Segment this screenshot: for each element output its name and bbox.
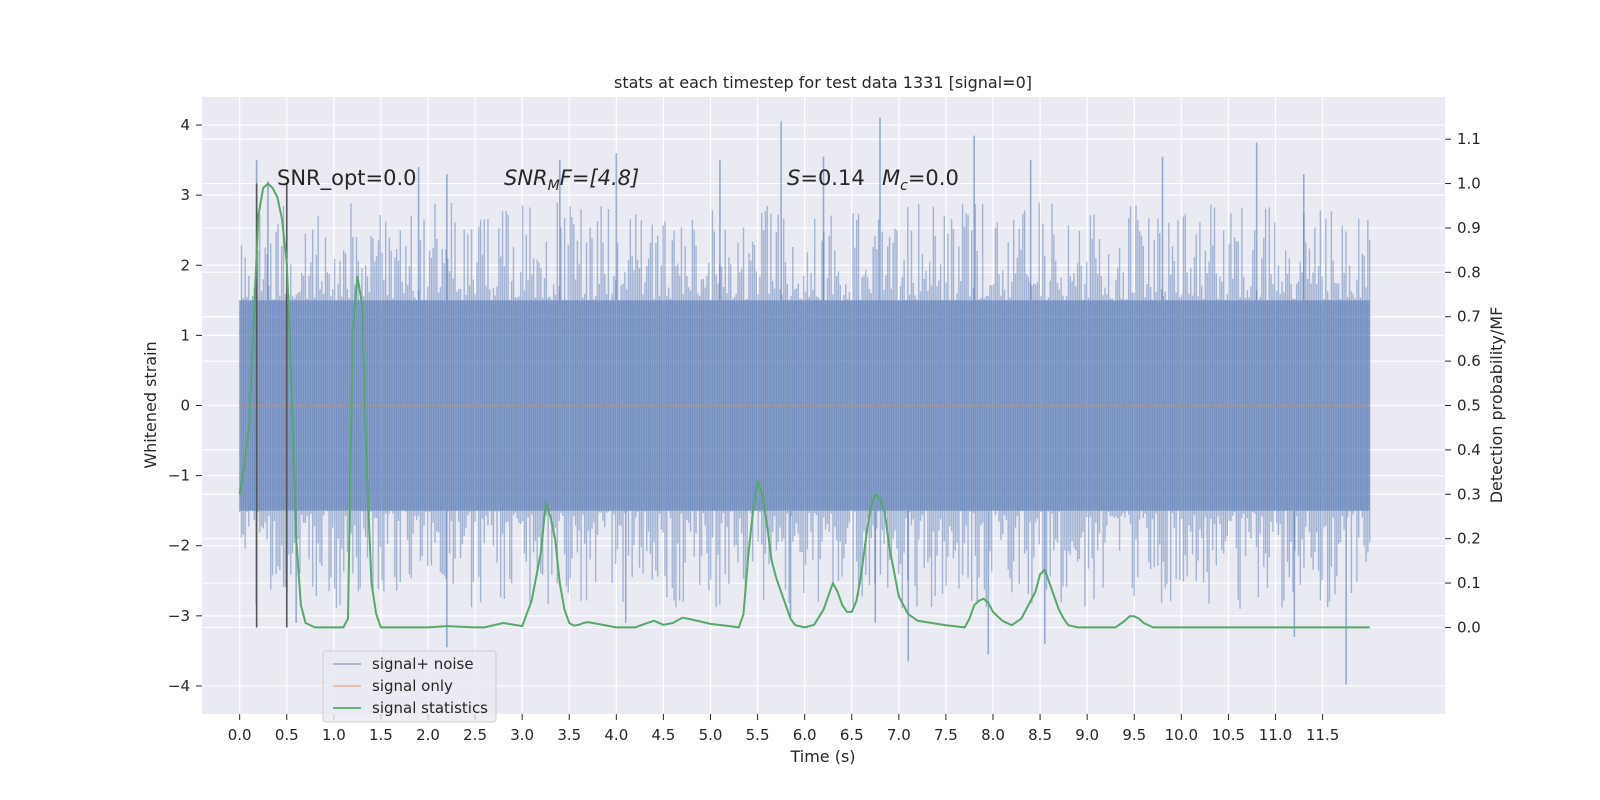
- legend-label-signal-noise: signal+ noise: [372, 655, 474, 673]
- y-tick-label-right: 0.6: [1457, 352, 1481, 370]
- annotation-s: S=0.14: [787, 166, 865, 190]
- y-tick-label-right: 0.3: [1457, 485, 1481, 503]
- x-tick-label: 3.0: [510, 726, 534, 744]
- annotation-mc-base: M: [882, 166, 900, 190]
- annotation-snr-mf-sub: M: [548, 178, 560, 194]
- x-tick-label: 7.0: [887, 726, 911, 744]
- x-tick-label: 1.5: [369, 726, 393, 744]
- y-axis-label-left: Whitened strain: [141, 341, 160, 468]
- annotation-s-label: S: [787, 166, 800, 190]
- y-tick-label-right: 0.0: [1457, 618, 1481, 636]
- x-tick-label: 10.0: [1165, 726, 1198, 744]
- y-tick-label-left: −2: [168, 537, 190, 555]
- x-tick-label: 4.5: [651, 726, 675, 744]
- annotation-mc-sub: c: [900, 178, 908, 194]
- x-tick-label: 8.0: [981, 726, 1005, 744]
- y-tick-label-right: 0.4: [1457, 441, 1481, 459]
- y-axis-label-right: Detection probability/MF: [1487, 307, 1506, 504]
- x-tick-label: 2.0: [416, 726, 440, 744]
- x-tick-label: 9.0: [1075, 726, 1099, 744]
- y-tick-label-left: −4: [168, 677, 190, 695]
- y-tick-label-right: 0.9: [1457, 219, 1481, 237]
- x-axis-label: Time (s): [789, 747, 855, 766]
- axis-ticks: 0.0 0.5 1.0 1.5 2.0 2.5 3.0 3.5 4.0 4.5 5.0 5.5 6.0 6…: [168, 116, 1481, 744]
- x-tick-label: 9.5: [1122, 726, 1146, 744]
- y-tick-label-left: 0: [180, 397, 190, 415]
- annotation-snr-opt: SNR_opt=0.0: [277, 166, 417, 191]
- annotation-snr-mf: SNRMF=[4.8]: [504, 166, 639, 194]
- y-tick-label-left: 3: [180, 186, 190, 204]
- y-tick-label-right: 0.1: [1457, 574, 1481, 592]
- y-tick-label-right: 0.8: [1457, 263, 1481, 281]
- x-tick-label: 8.5: [1028, 726, 1052, 744]
- legend: signal+ noise signal only signal statist…: [322, 650, 497, 723]
- annotation-snr-mf-base: SNR: [504, 166, 548, 190]
- y-tick-label-right: 0.7: [1457, 308, 1481, 326]
- annotation-s-value: =0.14: [800, 166, 864, 190]
- annotation-snr-mf-rest: F=[4.8]: [560, 166, 639, 190]
- x-tick-label: 4.0: [604, 726, 628, 744]
- x-tick-label: 2.5: [463, 726, 487, 744]
- y-tick-label-left: 4: [180, 116, 190, 134]
- x-tick-label: 5.5: [746, 726, 770, 744]
- legend-box: [322, 650, 497, 723]
- y-tick-label-right: 1.1: [1457, 130, 1481, 148]
- x-tick-label: 0.0: [228, 726, 252, 744]
- x-tick-label: 0.5: [275, 726, 299, 744]
- series-signal-statistics: [238, 182, 1370, 629]
- x-tick-label: 5.0: [699, 726, 723, 744]
- y-tick-label-right: 0.5: [1457, 397, 1481, 415]
- y-tick-label-right: 1.0: [1457, 175, 1481, 193]
- legend-label-signal-statistics: signal statistics: [372, 699, 488, 717]
- x-tick-label: 7.5: [934, 726, 958, 744]
- x-tick-label: 6.5: [840, 726, 864, 744]
- signal-statistics-line: [238, 182, 1370, 629]
- y-tick-label-left: 2: [180, 256, 190, 274]
- x-tick-label: 11.0: [1259, 726, 1292, 744]
- x-tick-label: 10.5: [1212, 726, 1245, 744]
- x-tick-label: 1.0: [322, 726, 346, 744]
- x-tick-label: 11.5: [1306, 726, 1339, 744]
- y-tick-label-left: −1: [168, 467, 190, 485]
- chart-title: stats at each timestep for test data 133…: [614, 73, 1032, 92]
- x-tick-label: 6.0: [793, 726, 817, 744]
- y-tick-label-left: −3: [168, 607, 190, 625]
- annotation-mc: Mc=0.0: [882, 166, 959, 194]
- x-tick-label: 3.5: [557, 726, 581, 744]
- y-tick-label-left: 1: [180, 326, 190, 344]
- annotation-mc-value: =0.0: [908, 166, 959, 190]
- legend-label-signal-only: signal only: [372, 677, 453, 695]
- y-tick-label-right: 0.2: [1457, 530, 1481, 548]
